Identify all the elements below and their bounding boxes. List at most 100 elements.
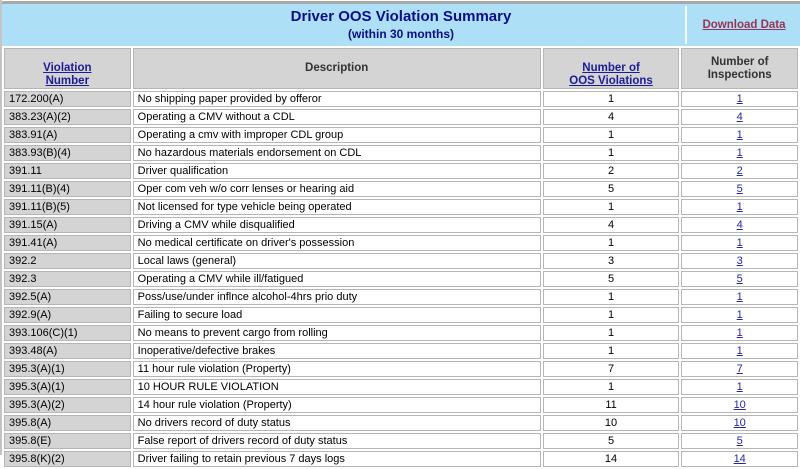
violation-number-cell: 395.8(K)(2) [4,451,131,467]
table-row: 395.3(A)(1) 10 HOUR RULE VIOLATION 1 1 [4,379,798,395]
violation-summary-table: Violation Number Description Number of O… [2,46,800,469]
oos-violations-count-cell: 1 [542,325,680,341]
oos-violations-count-cell: 1 [542,379,680,395]
inspections-count-link[interactable]: 4 [736,111,743,123]
inspections-count-cell: 1 [681,325,798,341]
description-cell: Not licensed for type vehicle being oper… [132,199,541,215]
description-cell: Operating a cmv with improper CDL group [132,127,541,143]
inspections-count-cell: 5 [681,433,798,449]
table-row: 391.11 Driver qualification 2 2 [4,163,798,179]
oos-violations-count-cell: 4 [542,217,680,233]
violation-number-cell: 392.2 [4,253,131,269]
table-row: 395.3(A)(2) 14 hour rule violation (Prope… [4,397,798,413]
table-row: 392.5(A) Poss/use/under inflnce alcohol-4… [4,289,798,305]
inspections-count-link[interactable]: 1 [736,291,743,303]
inspections-count-cell: 1 [681,199,798,215]
inspections-count-link[interactable]: 1 [736,201,743,213]
table-row: 383.93(B)(4) No hazardous materials endor… [4,145,798,161]
inspections-count-cell: 14 [681,451,798,467]
violation-number-cell: 395.3(A)(1) [4,379,131,395]
inspections-count-link[interactable]: 1 [736,147,743,159]
inspections-count-cell: 10 [681,397,798,413]
table-row: 172.200(A) No shipping paper provided by … [4,91,798,107]
oos-violations-count-cell: 1 [542,307,680,323]
inspections-count-cell: 7 [681,361,798,377]
inspections-count-link[interactable]: 10 [733,399,746,411]
description-cell: No hazardous materials endorsement on CD… [132,145,541,161]
violation-number-cell: 391.41(A) [4,235,131,251]
table-row: 392.3 Operating a CMV while ill/fatigued 5… [4,271,798,287]
inspections-count-link[interactable]: 1 [736,345,743,357]
table-row: 391.15(A) Driving a CMV while disqualifie… [4,217,798,233]
inspections-count-link[interactable]: 1 [736,93,743,105]
oos-violations-count-cell: 1 [542,235,680,251]
table-row: 392.9(A) Failing to secure load 1 1 [4,307,798,323]
inspections-count-link[interactable]: 1 [736,381,743,393]
download-data-link[interactable]: Download Data [702,19,786,31]
oos-violations-count-cell: 10 [542,415,680,431]
inspections-count-link[interactable]: 10 [733,417,746,429]
description-cell: False report of drivers record of duty s… [132,433,541,449]
table-row: 395.8(K)(2) Driver failing to retain prev… [4,451,798,467]
inspections-count-link[interactable]: 3 [736,255,743,267]
description-cell: Oper com veh w/o corr lenses or hearing … [132,181,541,197]
oos-violations-count-cell: 1 [542,343,680,359]
oos-violations-count-cell: 7 [542,361,680,377]
violation-number-cell: 391.15(A) [4,217,131,233]
violation-number-cell: 383.91(A) [4,127,131,143]
inspections-count-link[interactable]: 5 [736,435,743,447]
column-header-description: Description [132,48,541,89]
inspections-count-link[interactable]: 7 [736,363,743,375]
description-cell: No means to prevent cargo from rolling [132,325,541,341]
oos-violations-sort-link[interactable]: Number of OOS Violations [569,62,653,87]
inspections-count-link[interactable]: 5 [736,273,743,285]
inspections-count-link[interactable]: 1 [736,309,743,321]
violation-number-cell: 393.106(C)(1) [4,325,131,341]
inspections-count-cell: 1 [681,379,798,395]
description-cell: Driver failing to retain previous 7 days… [132,451,541,467]
inspections-count-cell: 4 [681,109,798,125]
table-row: 395.8(A) No drivers record of duty status… [4,415,798,431]
table-header-row: Violation Number Description Number of O… [4,48,798,89]
banner-title-block: Driver OOS Violation Summary (within 30 … [2,7,800,43]
table-row: 391.11(B)(4) Oper com veh w/o corr lenses… [4,181,798,197]
table-row: 383.91(A) Operating a cmv with improper C… [4,127,798,143]
inspections-count-link[interactable]: 1 [736,237,743,249]
oos-violations-count-cell: 1 [542,199,680,215]
violation-number-cell: 383.93(B)(4) [4,145,131,161]
description-cell: Inoperative/defective brakes [132,343,541,359]
page-subtitle: (within 30 months) [348,27,454,41]
inspections-count-cell: 3 [681,253,798,269]
violation-number-sort-link[interactable]: Violation Number [43,62,92,87]
table-row: 392.2 Local laws (general) 3 3 [4,253,798,269]
inspections-count-link[interactable]: 5 [736,183,743,195]
inspections-count-cell: 1 [681,145,798,161]
description-cell: Poss/use/under inflnce alcohol-4hrs prio… [132,289,541,305]
inspections-count-link[interactable]: 4 [736,219,743,231]
table-row: 393.106(C)(1) No means to prevent cargo f… [4,325,798,341]
inspections-count-link[interactable]: 1 [736,129,743,141]
page-title: Driver OOS Violation Summary [290,8,512,25]
column-header-violation-number: Violation Number [4,48,131,89]
violation-number-cell: 395.8(E) [4,433,131,449]
description-cell: No shipping paper provided by offeror [132,91,541,107]
violation-number-cell: 392.9(A) [4,307,131,323]
violation-number-cell: 395.8(A) [4,415,131,431]
inspections-count-cell: 2 [681,163,798,179]
table-row: 395.3(A)(1) 11 hour rule violation (Prope… [4,361,798,377]
column-header-oos-violations: Number of OOS Violations [542,48,680,89]
violation-number-cell: 172.200(A) [4,91,131,107]
inspections-count-cell: 5 [681,181,798,197]
inspections-count-cell: 5 [681,271,798,287]
summary-banner: Driver OOS Violation Summary (within 30 … [2,4,800,46]
oos-violations-count-cell: 1 [542,91,680,107]
banner-divider [685,6,687,44]
violation-number-cell: 395.3(A)(1) [4,361,131,377]
inspections-count-cell: 1 [681,235,798,251]
inspections-count-link[interactable]: 1 [736,327,743,339]
inspections-count-link[interactable]: 2 [736,165,743,177]
inspections-count-cell: 1 [681,307,798,323]
violation-number-cell: 383.23(A)(2) [4,109,131,125]
description-cell: 11 hour rule violation (Property) [132,361,541,377]
